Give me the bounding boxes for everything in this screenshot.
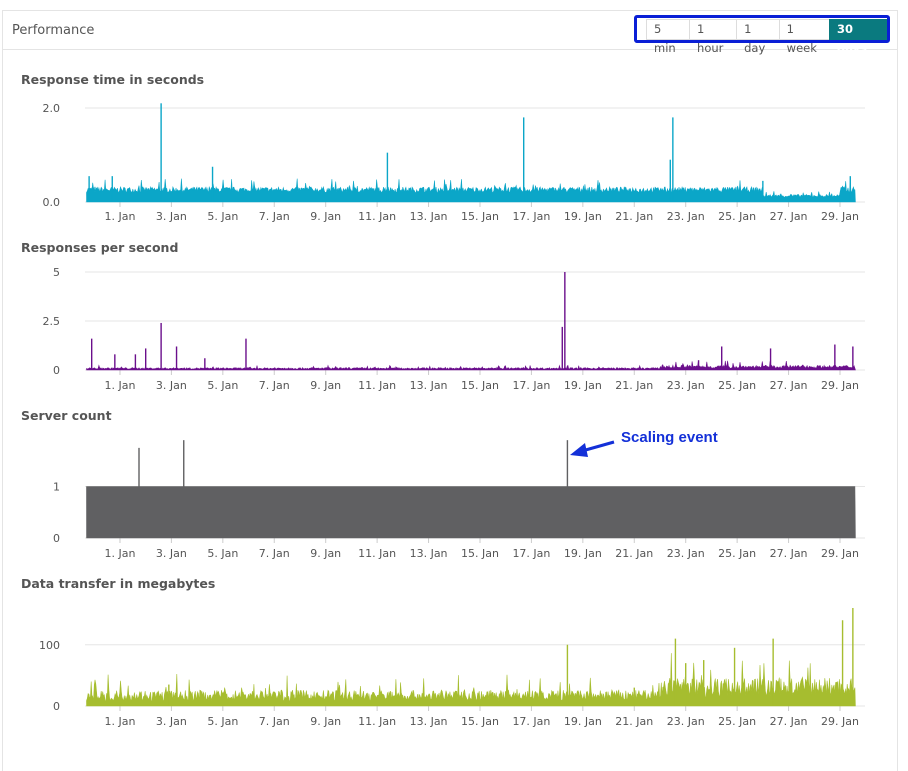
x-tick-label: 25. Jan xyxy=(718,210,756,223)
x-tick-label: 9. Jan xyxy=(310,547,341,560)
performance-panel: Performance 5 min 1 hour 1 day 1 week 30… xyxy=(2,10,898,771)
x-tick-label: 5. Jan xyxy=(207,379,238,392)
x-tick-label: 3. Jan xyxy=(156,715,187,728)
panel-title: Performance xyxy=(12,23,95,38)
x-tick-label: 3. Jan xyxy=(156,547,187,560)
series-area xyxy=(86,178,856,203)
annotation-arrow-line xyxy=(581,440,615,453)
x-tick-label: 21. Jan xyxy=(615,379,653,392)
x-tick-label: 9. Jan xyxy=(310,379,341,392)
x-tick-label: 29. Jan xyxy=(821,379,859,392)
x-tick-label: 3. Jan xyxy=(156,379,187,392)
x-tick-label: 23. Jan xyxy=(667,210,705,223)
y-tick-label: 100 xyxy=(39,639,60,652)
x-tick-label: 11. Jan xyxy=(358,715,396,728)
time-range-selector: 5 min 1 hour 1 day 1 week 30 days xyxy=(634,15,890,55)
y-tick-label: 0.0 xyxy=(43,196,61,209)
x-tick-label: 21. Jan xyxy=(615,210,653,223)
x-tick-label: 15. Jan xyxy=(461,547,499,560)
x-tick-label: 1. Jan xyxy=(104,379,135,392)
x-tick-label: 27. Jan xyxy=(770,547,808,560)
x-tick-label: 29. Jan xyxy=(821,547,859,560)
chart-title-response-time: Response time in seconds xyxy=(21,72,205,87)
x-tick-label: 19. Jan xyxy=(564,715,602,728)
x-tick-label: 7. Jan xyxy=(259,547,290,560)
x-tick-label: 29. Jan xyxy=(821,210,859,223)
y-tick-label: 5 xyxy=(53,266,60,279)
x-tick-label: 23. Jan xyxy=(667,379,705,392)
x-tick-label: 13. Jan xyxy=(410,715,448,728)
x-tick-label: 11. Jan xyxy=(358,379,396,392)
panel-header: Performance 5 min 1 hour 1 day 1 week 30… xyxy=(3,11,897,55)
range-5min-button[interactable]: 5 min xyxy=(646,18,690,55)
x-tick-label: 9. Jan xyxy=(310,210,341,223)
x-tick-label: 17. Jan xyxy=(512,715,550,728)
x-tick-label: 1. Jan xyxy=(104,715,135,728)
x-tick-label: 5. Jan xyxy=(207,715,238,728)
x-tick-label: 15. Jan xyxy=(461,715,499,728)
x-tick-label: 11. Jan xyxy=(358,210,396,223)
annotation-arrow-head xyxy=(570,443,588,457)
y-tick-label: 0 xyxy=(53,364,60,377)
chart-title-responses-per-second: Responses per second xyxy=(21,240,179,255)
x-tick-label: 13. Jan xyxy=(410,210,448,223)
x-tick-label: 13. Jan xyxy=(410,547,448,560)
x-tick-label: 1. Jan xyxy=(104,210,135,223)
x-tick-label: 21. Jan xyxy=(615,715,653,728)
x-tick-label: 21. Jan xyxy=(615,547,653,560)
x-tick-label: 17. Jan xyxy=(512,210,550,223)
range-1week-button[interactable]: 1 week xyxy=(778,18,830,55)
x-tick-label: 15. Jan xyxy=(461,210,499,223)
series-area xyxy=(86,653,856,707)
range-1hour-button[interactable]: 1 hour xyxy=(689,18,737,55)
x-tick-label: 25. Jan xyxy=(718,379,756,392)
x-tick-label: 13. Jan xyxy=(410,379,448,392)
x-tick-label: 3. Jan xyxy=(156,210,187,223)
x-tick-label: 1. Jan xyxy=(104,547,135,560)
x-tick-label: 27. Jan xyxy=(770,715,808,728)
x-tick-label: 15. Jan xyxy=(461,379,499,392)
x-tick-label: 11. Jan xyxy=(358,547,396,560)
x-tick-label: 9. Jan xyxy=(310,715,341,728)
scaling-event-annotation: Scaling event xyxy=(621,429,718,446)
x-tick-label: 29. Jan xyxy=(821,715,859,728)
series-area xyxy=(86,486,856,539)
x-tick-label: 27. Jan xyxy=(770,379,808,392)
x-tick-label: 7. Jan xyxy=(259,715,290,728)
x-tick-label: 19. Jan xyxy=(564,379,602,392)
y-tick-label: 2.5 xyxy=(43,315,61,328)
x-tick-label: 23. Jan xyxy=(667,547,705,560)
y-tick-label: 0 xyxy=(53,700,60,713)
x-tick-label: 19. Jan xyxy=(564,547,602,560)
x-tick-label: 17. Jan xyxy=(512,379,550,392)
y-tick-label: 0 xyxy=(53,532,60,545)
x-tick-label: 23. Jan xyxy=(667,715,705,728)
y-tick-label: 1 xyxy=(53,481,60,494)
x-tick-label: 25. Jan xyxy=(718,547,756,560)
x-tick-label: 5. Jan xyxy=(207,210,238,223)
range-1day-button[interactable]: 1 day xyxy=(736,18,779,55)
x-tick-label: 19. Jan xyxy=(564,210,602,223)
series-area xyxy=(86,360,856,371)
y-tick-label: 2.0 xyxy=(43,102,61,115)
x-tick-label: 7. Jan xyxy=(259,210,290,223)
x-tick-label: 5. Jan xyxy=(207,547,238,560)
x-tick-label: 25. Jan xyxy=(718,715,756,728)
chart-title-server-count: Server count xyxy=(21,408,112,423)
x-tick-label: 7. Jan xyxy=(259,379,290,392)
x-tick-label: 17. Jan xyxy=(512,547,550,560)
x-tick-label: 27. Jan xyxy=(770,210,808,223)
range-30days-button[interactable]: 30 days xyxy=(829,18,887,55)
chart-title-data-transfer: Data transfer in megabytes xyxy=(21,576,216,591)
